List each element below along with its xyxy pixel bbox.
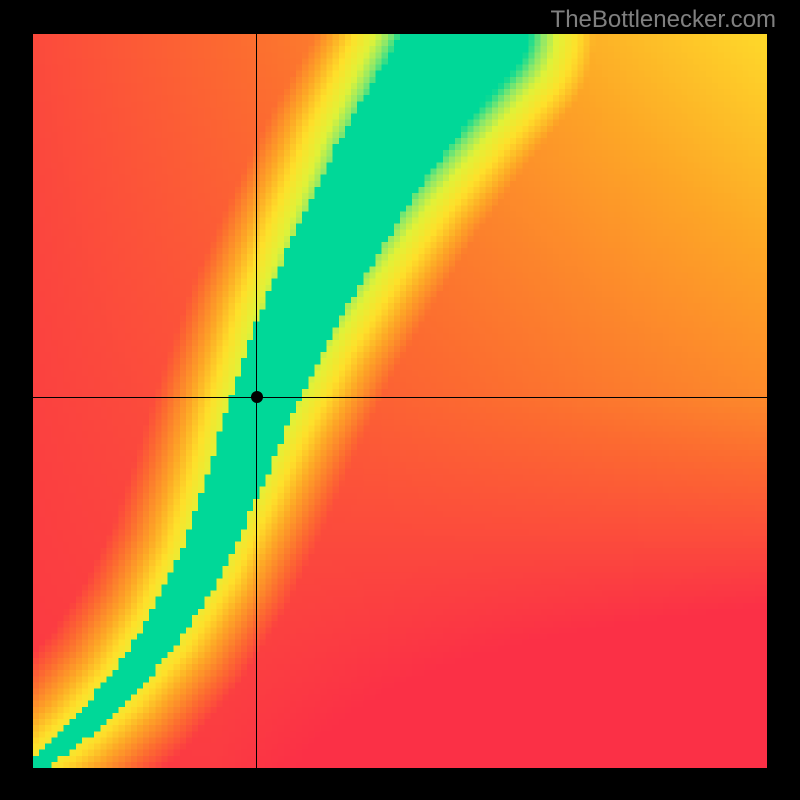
watermark-text: TheBottlenecker.com xyxy=(551,6,776,34)
bottleneck-heatmap xyxy=(33,34,767,768)
crosshair-horizontal xyxy=(33,397,767,398)
chart-container: TheBottlenecker.com xyxy=(0,0,800,800)
